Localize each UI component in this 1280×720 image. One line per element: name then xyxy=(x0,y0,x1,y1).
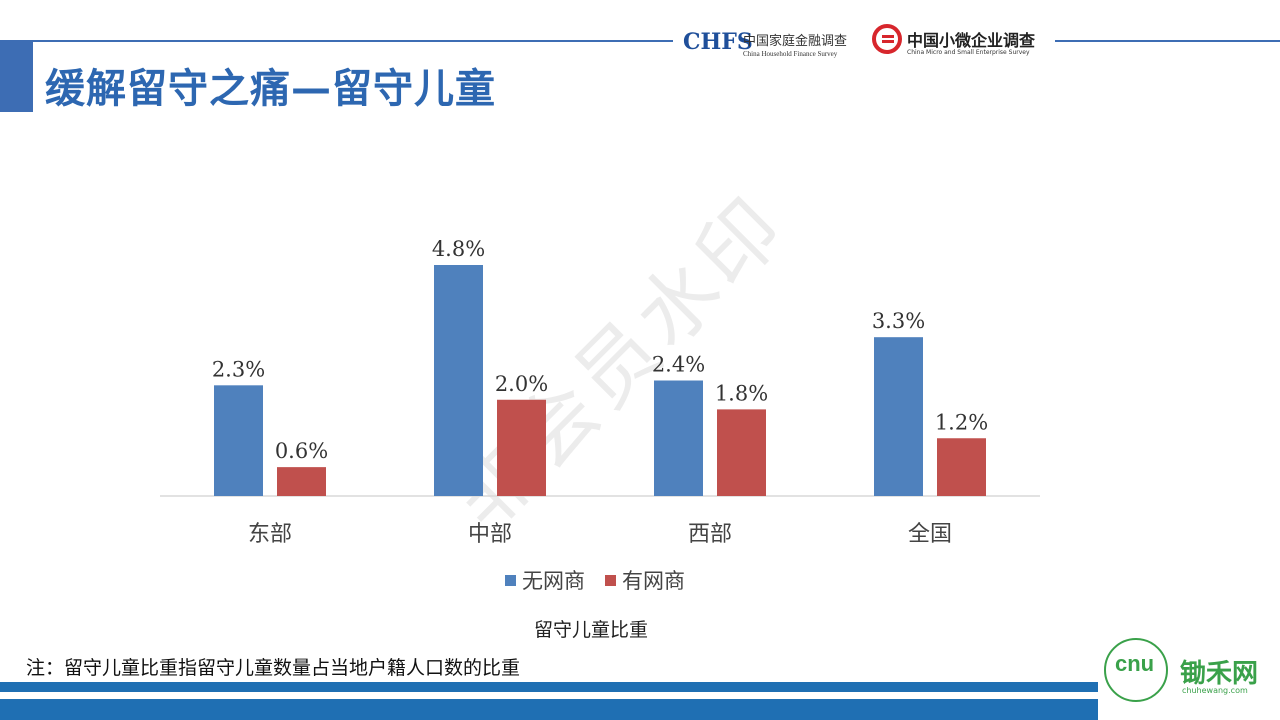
page-title: 缓解留守之痛—留守儿童 xyxy=(45,66,496,112)
bar-中部-无网商 xyxy=(434,265,483,496)
data-label: 1.2% xyxy=(935,410,988,434)
category-label: 中部 xyxy=(468,522,512,547)
legend-item-no-online-store: 无网商 xyxy=(505,565,585,595)
legend-swatch-red xyxy=(605,574,616,586)
data-label: 4.8% xyxy=(432,237,485,261)
chfs-logo-en: China Household Finance Survey xyxy=(743,50,838,58)
footer-bar-top xyxy=(0,682,1280,692)
chart-legend: 无网商 有网商 xyxy=(505,565,685,595)
legend-label: 有网商 xyxy=(622,569,685,593)
bar-全国-有网商 xyxy=(937,438,986,496)
site-logo: cnu 锄禾网 chuhewang.com xyxy=(1098,636,1280,720)
chart-title: 留守儿童比重 xyxy=(534,619,649,641)
category-label: 东部 xyxy=(248,522,292,547)
data-label: 3.3% xyxy=(872,309,925,333)
cmses-logo: 中国小微企业调查 China Micro and Small Enterpris… xyxy=(872,22,1052,62)
cmses-logo-cn: 中国小微企业调查 xyxy=(907,31,1036,50)
data-label: 2.4% xyxy=(652,353,705,377)
data-label: 2.3% xyxy=(212,357,265,381)
chfs-logo: CHFS 中国家庭金融调查 China Household Finance Su… xyxy=(683,22,858,62)
legend-label: 无网商 xyxy=(522,569,585,593)
site-logo-text: 锄禾网 xyxy=(1180,659,1259,689)
site-logo-mark: cnu xyxy=(1115,651,1155,676)
header-rule xyxy=(33,40,673,42)
footnote: 注：留守儿童比重指留守儿童数量占当地户籍人口数的比重 xyxy=(26,657,521,679)
cmses-logo-en: China Micro and Small Enterprise Survey xyxy=(907,49,1030,56)
category-label: 西部 xyxy=(688,522,732,547)
bar-东部-无网商 xyxy=(214,385,263,496)
bar-中部-有网商 xyxy=(497,399,546,496)
footer-bar-bottom xyxy=(0,699,1280,720)
bar-东部-有网商 xyxy=(277,467,326,496)
legend-swatch-blue xyxy=(505,574,516,586)
chfs-logo-mark: CHFS xyxy=(683,29,753,55)
cmses-logo-icon xyxy=(872,24,902,54)
site-logo-url: chuhewang.com xyxy=(1182,686,1248,695)
bar-全国-无网商 xyxy=(874,337,923,496)
bar-西部-有网商 xyxy=(717,409,766,496)
bar-西部-无网商 xyxy=(654,380,703,496)
data-label: 1.8% xyxy=(715,381,768,405)
data-label: 0.6% xyxy=(275,439,328,463)
header-rule-right xyxy=(1055,40,1280,42)
title-accent-bar xyxy=(0,40,33,112)
category-label: 全国 xyxy=(908,522,952,547)
site-logo-seal xyxy=(1104,638,1168,702)
legend-item-online-store: 有网商 xyxy=(605,565,685,595)
data-label: 2.0% xyxy=(495,372,548,396)
chfs-logo-cn: 中国家庭金融调查 xyxy=(743,34,848,49)
